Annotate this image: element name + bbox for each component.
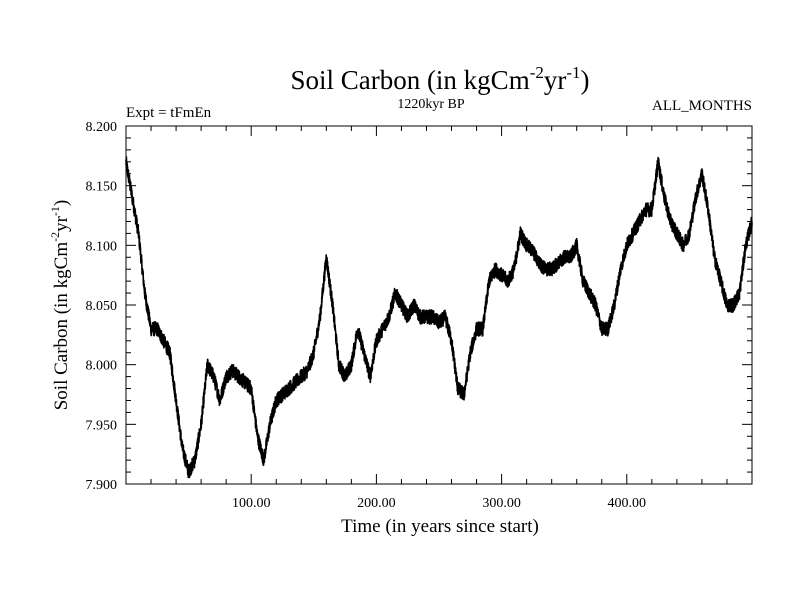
x-axis: 100.00 200.00 300.00 400.00 — [150, 126, 728, 511]
y-axis-label-main: Soil Carbon (in kgCm — [51, 242, 72, 411]
chart-title-sup2: -1 — [566, 63, 580, 82]
x-tick-label: 400.00 — [608, 496, 647, 511]
subtitle-months: ALL_MONTHS — [652, 98, 752, 114]
y-axis-label-sup2: -1 — [48, 206, 62, 216]
chart-title: Soil Carbon (in kgCm-2yr-1) — [290, 63, 589, 95]
y-tick-label: 8.100 — [86, 239, 118, 254]
y-axis: 7.900 7.950 8.000 8.050 8.100 8.150 8.200 — [86, 120, 752, 493]
y-tick-label: 8.050 — [86, 299, 118, 314]
y-tick-label: 7.950 — [86, 418, 118, 433]
subtitle-expt: Expt = tFmEn — [126, 105, 212, 121]
chart-title-main: Soil Carbon (in kgCm — [290, 65, 529, 95]
subtitle-period: 1220kyr BP — [397, 97, 465, 112]
chart-title-sup1: -2 — [530, 63, 544, 82]
y-tick-label: 8.150 — [86, 180, 118, 195]
x-tick-label: 200.00 — [357, 496, 396, 511]
series-line — [125, 156, 753, 479]
y-axis-label-mid: yr — [51, 215, 72, 232]
chart-title-mid: yr — [544, 65, 567, 95]
plot-frame — [125, 125, 753, 485]
y-tick-label: 8.000 — [86, 359, 118, 374]
y-axis-label: Soil Carbon (in kgCm-2yr-1) — [48, 200, 72, 411]
y-axis-label-sup1: -2 — [48, 232, 62, 242]
y-tick-label: 7.900 — [86, 478, 118, 493]
plot-area — [125, 156, 753, 479]
chart-title-end: ) — [581, 65, 590, 95]
x-tick-label: 100.00 — [232, 496, 271, 511]
x-tick-label: 300.00 — [482, 496, 521, 511]
x-axis-label: Time (in years since start) — [341, 516, 539, 537]
y-axis-label-end: ) — [51, 200, 72, 206]
y-tick-label: 8.200 — [86, 120, 118, 135]
